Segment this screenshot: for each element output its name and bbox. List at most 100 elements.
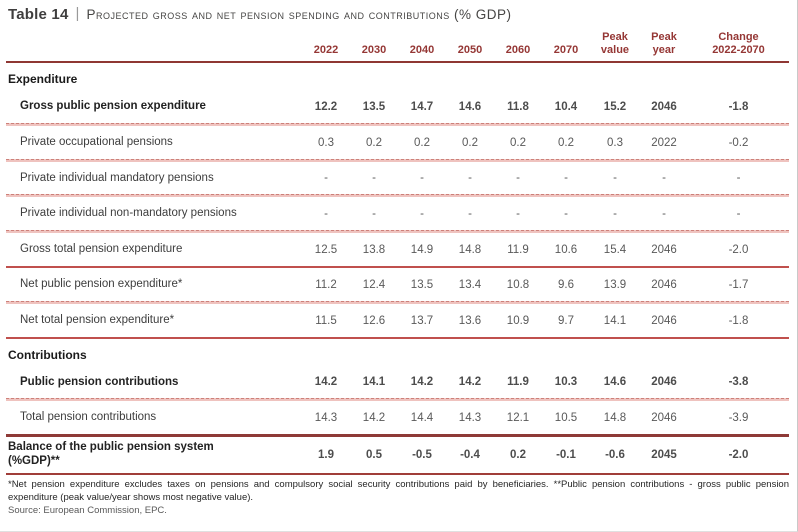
cell-change: -0.2 <box>728 136 749 149</box>
cell-peak-year: 2046 <box>651 278 677 291</box>
cell-2060: 0.2 <box>510 449 526 462</box>
row-label: Private individual non-mandatory pension… <box>20 207 237 220</box>
cell-2070: 10.3 <box>554 376 578 389</box>
footnotes-block: *Net pension expenditure excludes taxes … <box>6 475 789 519</box>
source-line: Source: European Commission, EPC. <box>8 505 167 517</box>
cell-peak-year: 2046 <box>651 244 677 257</box>
row-label: Private individual mandatory pensions <box>20 171 214 184</box>
cell-2050: -0.4 <box>460 449 480 462</box>
separator-line-light <box>6 300 789 304</box>
cell-change: - <box>736 208 741 221</box>
separator-line-light <box>6 122 789 126</box>
row-separator <box>6 194 789 198</box>
cell-2040: 14.9 <box>410 244 434 257</box>
cell-2030: 13.8 <box>362 244 386 257</box>
cell-2022: - <box>324 172 328 185</box>
cell-2050: - <box>468 208 472 221</box>
cell-change: -3.8 <box>728 376 749 389</box>
section-row: Expenditure <box>6 62 789 90</box>
cell-2040: 14.2 <box>410 376 434 389</box>
cell-2060: 10.9 <box>506 314 530 327</box>
cell-2022: 12.5 <box>314 244 338 257</box>
table-row: Total pension contributions 14.3 14.2 14.4 1… <box>6 401 789 434</box>
cell-peak-value: 0.3 <box>607 136 623 149</box>
cell-2030: - <box>372 208 376 221</box>
row-label: Public pension contributions <box>20 375 179 388</box>
cell-2022: - <box>324 208 328 221</box>
footnote-text: *Net pension expenditure excludes taxes … <box>8 478 789 503</box>
section-header: Contributions <box>8 347 87 362</box>
column-header-peak-value: Peak value <box>590 29 640 63</box>
cell-peak-value: 14.1 <box>603 314 627 327</box>
cell-2022: 14.2 <box>314 376 338 389</box>
separator-line-strong <box>6 265 789 268</box>
cell-2040: 13.7 <box>410 314 434 327</box>
cell-2040: - <box>420 172 424 185</box>
cell-2030: - <box>372 172 376 185</box>
row-label: Gross total pension expenditure <box>20 243 183 256</box>
cell-change: - <box>736 172 741 185</box>
table-number-label: Table 14 <box>8 6 69 23</box>
column-header-peak-year: Peak year <box>640 29 688 63</box>
separator-line-light <box>6 230 789 234</box>
table-row: Private individual mandatory pensions - - -… <box>6 162 789 195</box>
cell-2050: 13.4 <box>458 278 482 291</box>
table-row: Private occupational pensions 0.3 0.2 0.2 0.… <box>6 126 789 159</box>
cell-2070: - <box>564 172 568 185</box>
cell-peak-value: 15.2 <box>603 100 627 113</box>
table-title: Table 14 | Projected gross and net pensi… <box>6 4 789 29</box>
section-row: Contributions <box>6 339 789 366</box>
row-separator <box>6 398 789 402</box>
cell-2050: 14.8 <box>458 244 482 257</box>
table-row: Gross total pension expenditure 12.5 13.8 1… <box>6 233 789 266</box>
table-row: Net total pension expenditure* 11.5 12.6 13… <box>6 304 789 337</box>
cell-2070: 10.6 <box>554 244 578 257</box>
cell-change: -2.0 <box>728 244 749 257</box>
cell-2022: 11.5 <box>315 314 337 327</box>
row-label: Balance of the public pension system (%G… <box>8 441 214 467</box>
separator-line-light <box>6 158 789 162</box>
section-header: Expenditure <box>8 71 78 86</box>
cell-change: -1.8 <box>728 100 749 113</box>
table-row: Private individual non-mandatory pension… <box>6 197 789 230</box>
row-separator <box>6 158 789 162</box>
row-label: Net public pension expenditure* <box>20 277 183 290</box>
cell-2070: 0.2 <box>558 136 574 149</box>
cell-change: -1.7 <box>728 278 749 291</box>
cell-2060: 0.2 <box>510 136 526 149</box>
cell-2070: 10.4 <box>554 100 578 113</box>
cell-peak-year: - <box>662 172 666 185</box>
column-header-change: Change 2022-2070 <box>688 29 789 63</box>
cell-change: -2.0 <box>728 449 749 462</box>
separator-line-bottom <box>6 472 789 475</box>
row-separator <box>6 336 789 339</box>
cell-2040: -0.5 <box>412 449 432 462</box>
cell-2070: - <box>564 208 568 221</box>
column-header-2050: 2050 <box>446 29 494 63</box>
cell-peak-value: 15.4 <box>603 244 627 257</box>
table-row: Gross public pension expenditure 12.2 13.5… <box>6 90 789 123</box>
row-label: Gross public pension expenditure <box>20 99 206 112</box>
cell-2060: 10.8 <box>506 278 530 291</box>
cell-peak-year: 2022 <box>651 136 677 149</box>
cell-peak-year: 2046 <box>651 412 677 425</box>
cell-2050: 0.2 <box>462 136 478 149</box>
table-row: Net public pension expenditure* 11.2 12.4 1… <box>6 268 789 301</box>
cell-peak-year: 2046 <box>651 100 677 113</box>
cell-2030: 12.6 <box>362 314 386 327</box>
row-separator <box>6 265 789 268</box>
cell-2060: 12.1 <box>506 412 530 425</box>
cell-peak-value: 14.8 <box>603 412 627 425</box>
row-separator <box>6 472 789 475</box>
row-label: Private occupational pensions <box>20 135 173 148</box>
cell-peak-year: - <box>662 208 666 221</box>
row-separator <box>6 434 789 438</box>
cell-2060: 11.8 <box>507 100 529 113</box>
cell-peak-value: -0.6 <box>605 449 625 462</box>
cell-2070: 10.5 <box>554 412 578 425</box>
cell-2060: - <box>516 172 520 185</box>
cell-2030: 14.2 <box>362 412 386 425</box>
cell-2040: 14.4 <box>410 412 434 425</box>
cell-peak-value: 14.6 <box>603 376 627 389</box>
